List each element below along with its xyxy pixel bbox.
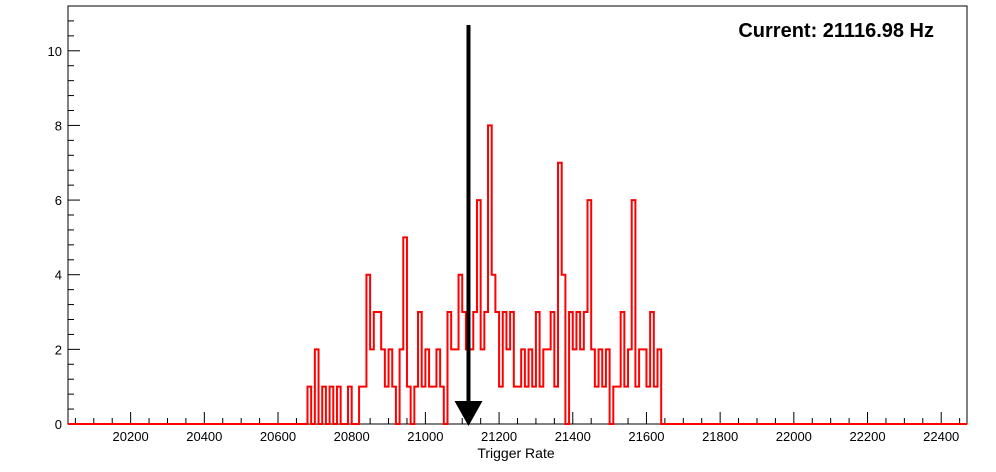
x-tick-label: 21400 [555, 429, 591, 444]
x-tick-label: 20600 [260, 429, 296, 444]
y-axis: 0 2 4 6 8 10 [48, 5, 80, 432]
x-tick-label: 21600 [628, 429, 664, 444]
y-tick-label: 4 [55, 268, 62, 283]
x-tick-label: 20400 [186, 429, 222, 444]
x-tick-label: 22000 [776, 429, 812, 444]
x-axis: 20200 20400 20600 20800 21000 21200 21400 21600… [74, 412, 961, 444]
x-tick-label: 21800 [702, 429, 738, 444]
current-rate-label: Current: 21116.98 Hz [738, 20, 934, 42]
y-tick-label: 8 [55, 118, 62, 133]
y-tick-label: 6 [55, 193, 62, 208]
y-tick-label: 10 [48, 44, 62, 59]
histogram-series [68, 124, 967, 425]
y-tick-label: 2 [55, 342, 62, 357]
arrow-head [454, 401, 483, 426]
x-tick-label: 21200 [481, 429, 517, 444]
x-tick-label: 20800 [334, 429, 370, 444]
x-tick-label: 21000 [407, 429, 443, 444]
x-tick-label: 22400 [923, 429, 959, 444]
plot-frame [67, 5, 968, 425]
x-tick-label: 20200 [113, 429, 149, 444]
x-axis-title: Trigger Rate [477, 445, 555, 461]
y-tick-label: 0 [55, 417, 62, 432]
current-rate-arrow [454, 25, 483, 426]
x-tick-label: 22200 [849, 429, 885, 444]
